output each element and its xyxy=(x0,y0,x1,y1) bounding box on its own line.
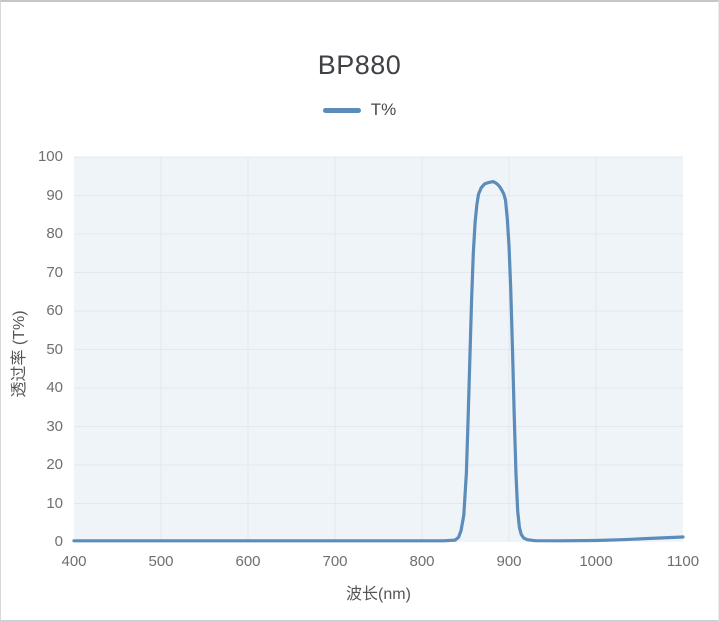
x-tick-label: 600 xyxy=(235,553,261,570)
y-tick-label: 100 xyxy=(37,148,63,165)
x-tick-label: 900 xyxy=(496,553,522,570)
y-tick-label: 60 xyxy=(46,302,63,319)
x-tick-label: 800 xyxy=(409,553,435,570)
x-axis-label: 波长(nm) xyxy=(346,586,411,603)
y-tick-label: 70 xyxy=(46,263,63,281)
y-tick-label: 30 xyxy=(46,417,63,435)
transmission-curve-svg xyxy=(72,156,685,543)
y-tick-label: 0 xyxy=(54,533,63,550)
x-tick-label: 400 xyxy=(61,553,87,570)
x-tick-label: 500 xyxy=(148,553,174,570)
chart-title: BP880 xyxy=(317,50,402,80)
y-tick-label: 10 xyxy=(46,494,63,512)
y-tick-label: 90 xyxy=(46,186,63,204)
legend-item-t-percent[interactable]: T% xyxy=(1,100,718,120)
y-tick-label: 40 xyxy=(46,379,63,396)
y-tick-label: 80 xyxy=(46,225,63,242)
y-tick-label: 20 xyxy=(46,456,63,473)
y-tick-label: 50 xyxy=(46,340,63,358)
t-percent-curve xyxy=(72,180,685,543)
y-axis-label: 透过率 (T%) xyxy=(11,310,28,398)
x-tick-label: 1100 xyxy=(666,553,700,570)
plot-area xyxy=(72,156,685,543)
x-tick-label: 1000 xyxy=(579,553,613,570)
legend-line-marker-icon xyxy=(322,107,361,113)
legend-label: T% xyxy=(370,100,397,119)
x-tick-label: 700 xyxy=(322,553,348,570)
